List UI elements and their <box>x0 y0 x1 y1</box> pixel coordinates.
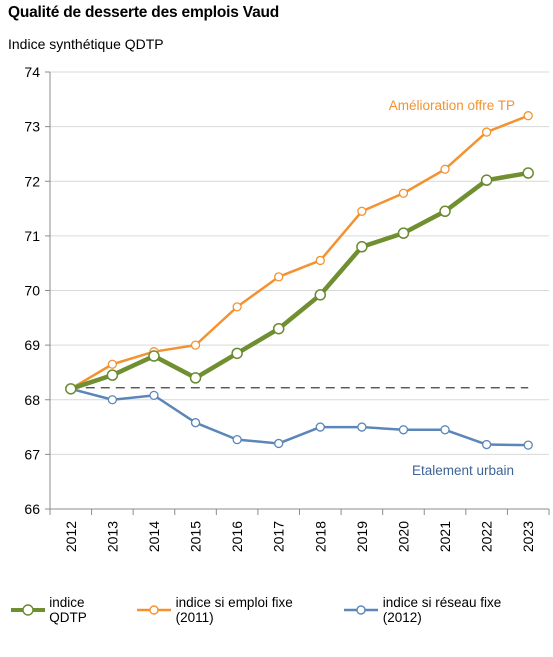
series-point-2 <box>274 438 284 449</box>
x-tick-label: 2015 <box>188 521 204 552</box>
series-point-2 <box>315 422 325 432</box>
series-point-0 <box>231 347 243 360</box>
y-tick-label: 68 <box>24 392 40 408</box>
x-tick-label: 2021 <box>437 521 453 552</box>
legend-label: indice QDTP <box>49 595 87 625</box>
x-tick-label: 2020 <box>395 521 411 552</box>
series-point-0 <box>480 174 493 186</box>
x-tick-label: 2017 <box>271 521 287 552</box>
series-point-0 <box>272 322 285 335</box>
x-tick-label: 2012 <box>63 521 79 552</box>
line-chart: 66 67 68 69 70 71 72 73 74 2012 2013 2014 2015 2016 20… <box>24 64 550 552</box>
y-tick-label: 73 <box>24 119 40 135</box>
series-point-0 <box>148 350 160 362</box>
series-point-1 <box>398 188 409 198</box>
chart-title: Qualité de desserte des emplois Vaud <box>8 4 280 21</box>
x-tick-label: 2019 <box>354 521 370 552</box>
y-tick-label: 69 <box>24 337 40 353</box>
series-point-0 <box>439 205 451 218</box>
annotation-etalement: Etalement urbain <box>412 463 514 478</box>
legend-swatch <box>11 604 45 616</box>
annotation-amelioration: Amélioration offre TP <box>389 98 515 113</box>
legend-label: indice si réseau fixe (2012) <box>382 595 502 625</box>
x-tick-label: 2016 <box>229 521 245 552</box>
series-point-0 <box>65 383 77 395</box>
series-point-1 <box>357 206 367 216</box>
series-point-1 <box>481 127 492 137</box>
series-point-2 <box>398 425 409 435</box>
series-point-2 <box>232 434 242 445</box>
series-point-1 <box>315 255 325 266</box>
series-point-1 <box>107 359 118 369</box>
legend: indice QDTP indice si emploi fixe (2011) i… <box>10 595 553 625</box>
series-point-2 <box>481 439 492 450</box>
x-tick-label: 2022 <box>479 521 495 552</box>
series-point-2 <box>149 390 159 401</box>
y-tick-label: 70 <box>24 283 40 299</box>
y-tick-label: 66 <box>24 501 40 517</box>
series-point-2 <box>357 422 367 432</box>
legend-swatch-marker <box>356 605 367 615</box>
series-point-0 <box>106 369 119 381</box>
series-point-2 <box>523 440 533 450</box>
y-tick-label: 67 <box>24 446 40 462</box>
x-tick-label: 2014 <box>146 521 162 552</box>
series-point-1 <box>523 111 533 121</box>
series-point-2 <box>190 418 201 428</box>
series-point-2 <box>107 395 118 405</box>
legend-item: indice si emploi fixe (2011) <box>136 595 331 625</box>
y-axis-title: Indice synthétique QDTP <box>8 36 164 52</box>
series-point-0 <box>522 167 534 179</box>
series-line-0 <box>70 170 529 391</box>
x-tick-label: 2018 <box>312 521 328 552</box>
y-tick-label: 74 <box>24 64 40 80</box>
x-tick-label: 2013 <box>104 521 120 552</box>
legend-swatch-marker <box>149 605 160 615</box>
x-tick-label: 2023 <box>520 521 536 552</box>
series-point-0 <box>314 289 327 301</box>
series-point-0 <box>189 372 202 384</box>
series-line-2 <box>70 387 529 447</box>
legend-swatch <box>344 605 379 615</box>
legend-item: indice QDTP <box>10 595 124 625</box>
series-point-1 <box>190 340 201 350</box>
series-point-0 <box>356 241 368 253</box>
legend-label: indice si emploi fixe (2011) <box>175 595 293 625</box>
legend-swatch-marker <box>22 604 34 616</box>
series-point-0 <box>397 227 410 239</box>
series-point-1 <box>274 272 284 282</box>
y-tick-label: 71 <box>24 228 40 244</box>
series-point-1 <box>440 164 450 174</box>
series-point-1 <box>232 302 242 312</box>
legend-item: indice si réseau fixe (2012) <box>343 595 541 625</box>
y-tick-label: 72 <box>24 173 40 189</box>
series-line-1 <box>70 114 529 390</box>
series-point-2 <box>440 425 450 435</box>
legend-swatch <box>137 605 172 615</box>
